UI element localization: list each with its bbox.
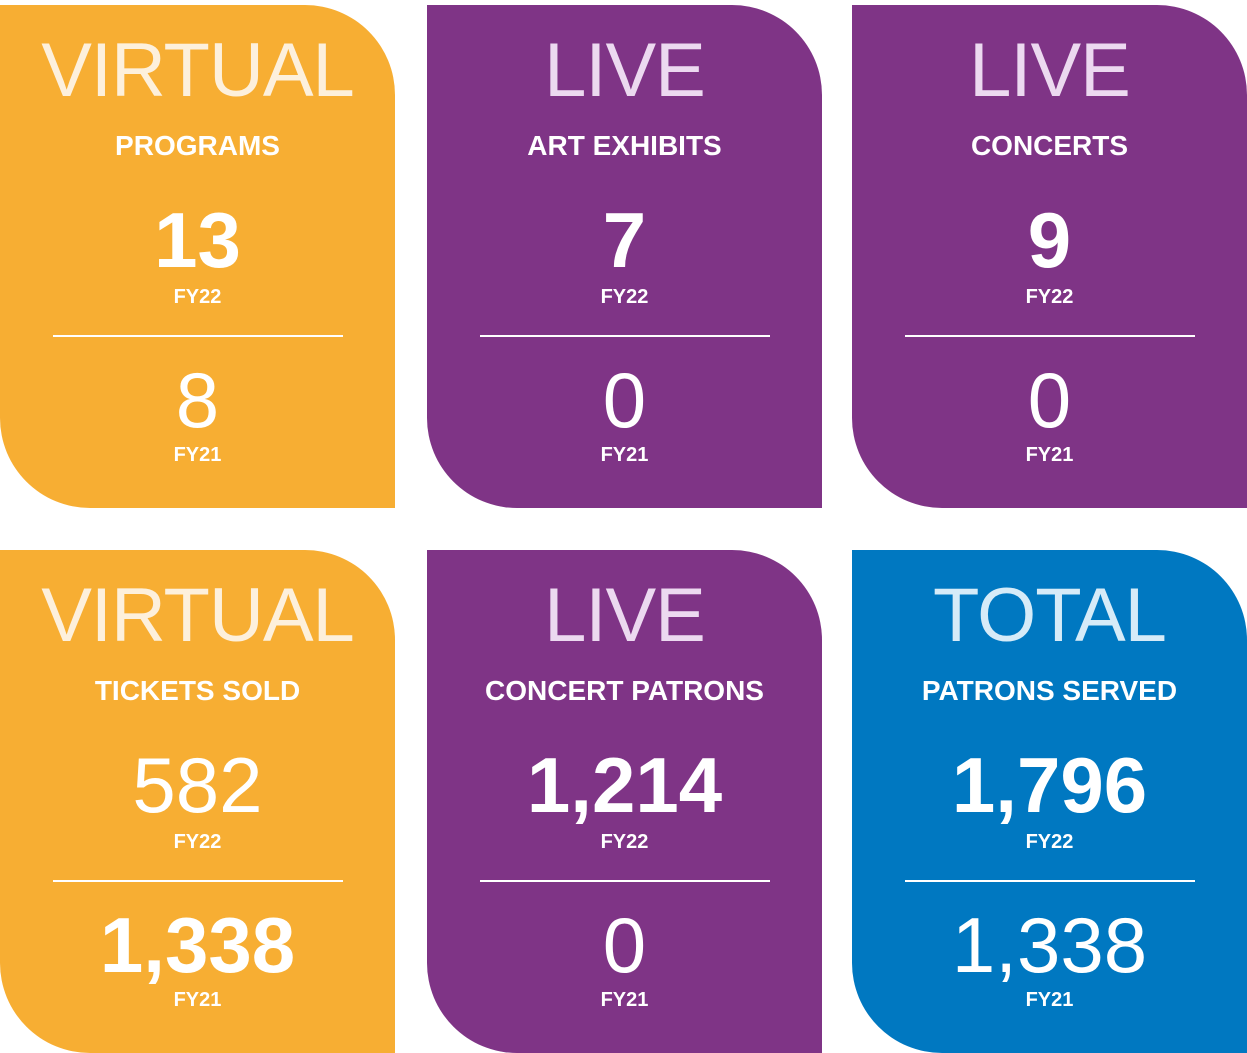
- card-subheading: PROGRAMS: [115, 130, 280, 161]
- divider: [905, 880, 1195, 882]
- card: LIVE CONCERT PATRONS 1,214 FY22 0 FY21: [427, 550, 822, 1053]
- divider: [480, 335, 770, 337]
- card-heading: VIRTUAL: [41, 28, 355, 113]
- card-heading: LIVE: [544, 573, 706, 658]
- fy22-label: FY22: [173, 286, 222, 308]
- fy21-label: FY21: [600, 989, 649, 1011]
- fy21-label: FY21: [173, 444, 222, 466]
- card: VIRTUAL TICKETS SOLD 582 FY22 1,338 FY21: [0, 550, 395, 1053]
- card-heading: TOTAL: [933, 573, 1167, 658]
- fy21-label: FY21: [600, 444, 649, 466]
- fy21-label: FY21: [173, 989, 222, 1011]
- fy22-label: FY22: [600, 286, 649, 308]
- card: TOTAL PATRONS SERVED 1,796 FY22 1,338 FY…: [852, 550, 1247, 1053]
- fy22-value: 7: [602, 196, 647, 284]
- card: LIVE CONCERTS 9 FY22 0 FY21: [852, 5, 1247, 508]
- divider: [480, 880, 770, 882]
- card-heading: LIVE: [969, 28, 1131, 113]
- fy21-value: 1,338: [951, 901, 1148, 989]
- card-subheading: PATRONS SERVED: [921, 675, 1178, 706]
- card-subheading: ART EXHIBITS: [527, 130, 722, 161]
- card-heading: LIVE: [544, 28, 706, 113]
- divider: [905, 335, 1195, 337]
- fy21-value: 0: [602, 356, 647, 444]
- card-subheading: CONCERT PATRONS: [485, 675, 764, 706]
- divider: [53, 335, 343, 337]
- fy21-value: 0: [602, 901, 647, 989]
- fy22-value: 9: [1027, 196, 1072, 284]
- fy21-label: FY21: [1025, 989, 1074, 1011]
- fy22-label: FY22: [1025, 286, 1074, 308]
- fy21-label: FY21: [1025, 444, 1074, 466]
- fy21-value: 0: [1027, 356, 1072, 444]
- card-subheading: CONCERTS: [970, 130, 1129, 161]
- card-subheading: TICKETS SOLD: [94, 675, 301, 706]
- fy22-value: 1,214: [526, 741, 723, 829]
- fy22-label: FY22: [173, 831, 222, 853]
- fy21-value: 8: [175, 356, 220, 444]
- divider: [53, 880, 343, 882]
- card: VIRTUAL PROGRAMS 13 FY22 8 FY21: [0, 5, 395, 508]
- fy22-label: FY22: [600, 831, 649, 853]
- fy22-label: FY22: [1025, 831, 1074, 853]
- fy22-value: 1,796: [951, 741, 1148, 829]
- fy22-value: 13: [154, 196, 241, 284]
- fy21-value: 1,338: [99, 901, 296, 989]
- card-heading: VIRTUAL: [41, 573, 355, 658]
- fy22-value: 582: [132, 741, 263, 829]
- card: LIVE ART EXHIBITS 7 FY22 0 FY21: [427, 5, 822, 508]
